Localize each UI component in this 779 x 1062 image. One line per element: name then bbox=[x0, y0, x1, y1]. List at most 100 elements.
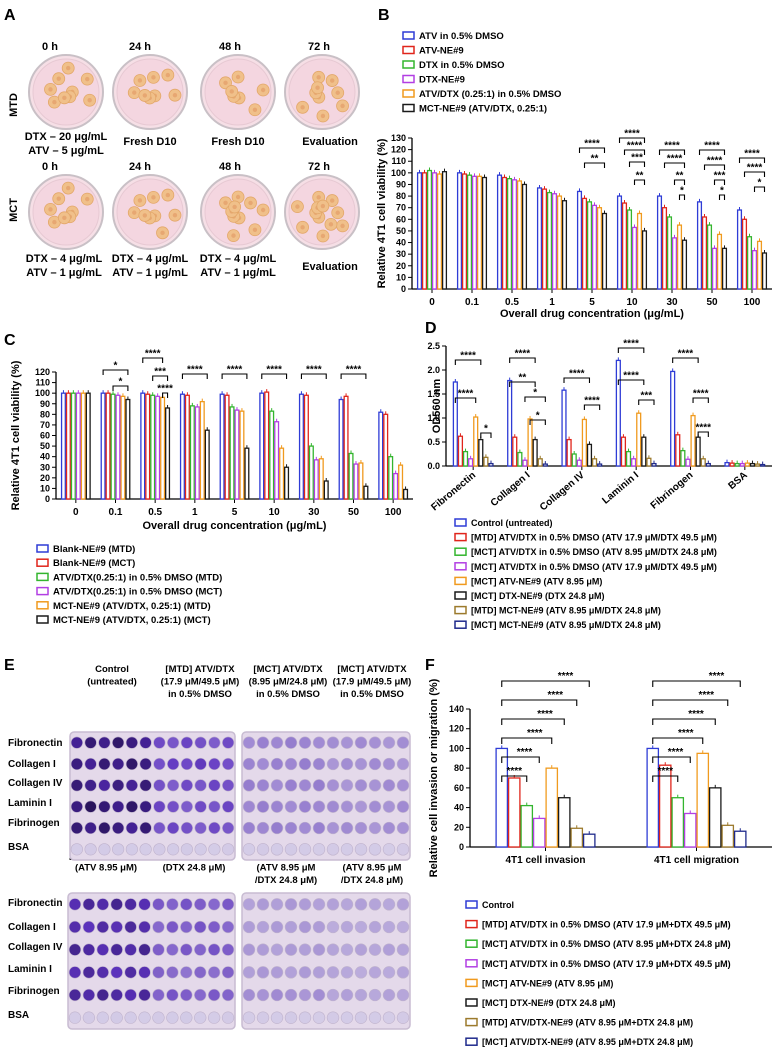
well bbox=[68, 920, 82, 934]
bar bbox=[105, 392, 111, 500]
significance-bracket bbox=[718, 194, 726, 200]
well bbox=[396, 920, 410, 934]
well bbox=[270, 920, 284, 934]
y-tick-label: 0 bbox=[401, 284, 406, 294]
well bbox=[382, 920, 396, 934]
bar bbox=[631, 458, 637, 467]
well bbox=[256, 843, 270, 856]
bar bbox=[522, 459, 528, 467]
well bbox=[368, 736, 382, 749]
well bbox=[82, 898, 96, 911]
well bbox=[382, 988, 396, 1002]
bar bbox=[556, 195, 563, 290]
well bbox=[298, 800, 312, 813]
well bbox=[326, 1011, 340, 1024]
bar bbox=[303, 394, 309, 500]
bar bbox=[495, 747, 509, 848]
cell-nucleus-icon bbox=[232, 204, 237, 210]
y-tick-label: 1.5 bbox=[427, 389, 440, 399]
well bbox=[96, 920, 109, 934]
bar bbox=[284, 466, 290, 500]
legend-swatch bbox=[36, 601, 49, 610]
well bbox=[340, 843, 354, 856]
well bbox=[270, 736, 284, 749]
y-tick-label: 30 bbox=[40, 462, 50, 472]
well bbox=[396, 1011, 410, 1024]
well bbox=[270, 757, 284, 771]
significance-label: **** bbox=[187, 365, 203, 376]
bar bbox=[145, 393, 151, 500]
well bbox=[70, 843, 83, 856]
well bbox=[242, 920, 256, 934]
bar bbox=[70, 392, 76, 500]
mtd-time-0: 0 h bbox=[42, 41, 58, 53]
bar bbox=[681, 239, 688, 290]
well bbox=[166, 920, 179, 934]
cell-nucleus-icon bbox=[62, 95, 67, 100]
bar bbox=[323, 480, 329, 500]
y-tick-label: 70 bbox=[40, 420, 50, 430]
bar bbox=[403, 488, 409, 500]
well bbox=[125, 821, 138, 835]
x-tick-label: 0 bbox=[429, 297, 435, 308]
bar bbox=[416, 172, 423, 290]
plate-column-header: (ATV 8.95 μM bbox=[257, 863, 316, 874]
cell-nucleus-icon bbox=[295, 204, 300, 209]
well bbox=[340, 757, 354, 771]
well bbox=[96, 898, 109, 911]
bar bbox=[756, 240, 763, 290]
bar bbox=[298, 393, 304, 500]
legend-label: [MCT] DTX-NE#9 (DTX 24.8 μM) bbox=[482, 998, 616, 1008]
y-tick-label: 90 bbox=[396, 179, 406, 189]
significance-bracket bbox=[454, 397, 477, 403]
plate-row-label: Fibrinogen bbox=[8, 818, 60, 829]
legend-label: Blank-NE#9 (MTD) bbox=[53, 544, 135, 555]
bar bbox=[557, 797, 571, 848]
well bbox=[340, 800, 354, 813]
plate-column-header: (ATV 8.95 μM bbox=[343, 863, 402, 874]
bar bbox=[527, 418, 533, 467]
well bbox=[153, 800, 166, 813]
bar bbox=[457, 435, 464, 467]
well bbox=[221, 943, 235, 956]
significance-label: **** bbox=[657, 766, 673, 777]
significance-label: **** bbox=[506, 766, 522, 777]
significance-label: **** bbox=[227, 365, 243, 376]
cell-nucleus-icon bbox=[52, 219, 57, 225]
legend-label: [MCT] ATV/DTX in 0.5% DMSO (ATV 17.9 μM+… bbox=[482, 959, 731, 969]
legend-swatch bbox=[36, 572, 49, 582]
well bbox=[256, 988, 270, 1002]
y-tick-label: 80 bbox=[40, 409, 50, 419]
well bbox=[298, 988, 312, 1002]
well bbox=[166, 943, 179, 956]
well bbox=[354, 757, 368, 771]
well bbox=[368, 966, 382, 979]
well bbox=[82, 1011, 96, 1024]
well bbox=[312, 920, 326, 934]
significance-bracket bbox=[152, 375, 169, 381]
bar bbox=[155, 395, 161, 500]
significance-bracket bbox=[578, 147, 606, 153]
well bbox=[167, 800, 180, 813]
well bbox=[368, 800, 382, 813]
legend-swatch bbox=[454, 576, 467, 586]
bar bbox=[388, 456, 394, 500]
well bbox=[221, 988, 235, 1002]
legend-swatch bbox=[36, 615, 49, 624]
bar bbox=[761, 252, 768, 290]
bar bbox=[582, 833, 596, 848]
bar bbox=[670, 370, 676, 467]
x-tick-label: 0 bbox=[73, 507, 79, 518]
well bbox=[368, 988, 382, 1002]
well bbox=[270, 1011, 284, 1024]
bar bbox=[343, 395, 349, 500]
significance-label: **** bbox=[157, 384, 173, 395]
bar bbox=[561, 389, 567, 467]
well-plate bbox=[241, 731, 411, 861]
mct-caption-24b: ATV – 1 μg/mL bbox=[112, 267, 188, 279]
well bbox=[242, 736, 256, 749]
well bbox=[312, 800, 326, 813]
x-tick-label: 5 bbox=[589, 297, 595, 308]
bar bbox=[586, 201, 593, 290]
